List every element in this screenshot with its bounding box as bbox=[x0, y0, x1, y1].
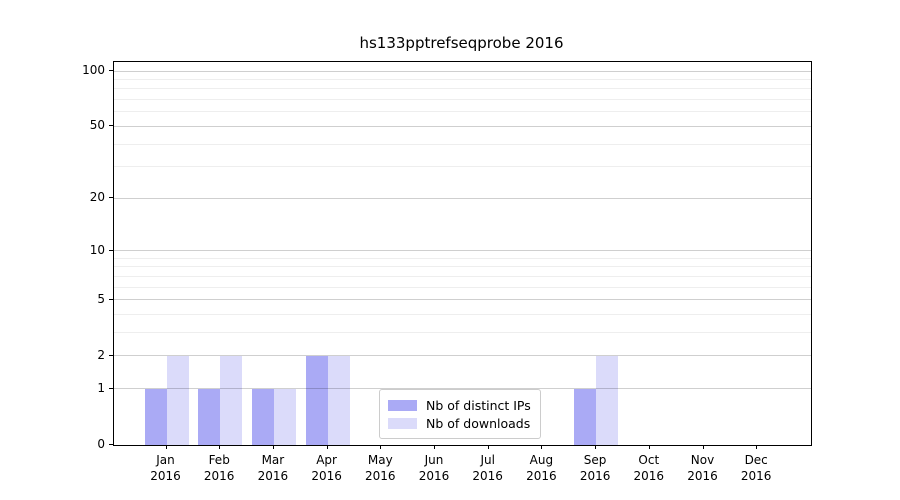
bar-nb-of-distinct-ips-feb bbox=[198, 388, 221, 445]
x-tick-label-apr: Apr 2016 bbox=[311, 453, 342, 483]
x-tick-mark bbox=[326, 445, 328, 449]
y-tick-label: 50 bbox=[89, 118, 105, 133]
bar-nb-of-downloads-mar bbox=[273, 388, 296, 445]
bar-nb-of-distinct-ips-apr bbox=[305, 355, 328, 445]
x-tick-mark bbox=[756, 445, 758, 449]
x-tick-mark bbox=[165, 445, 167, 449]
x-tick-label-jul: Jul 2016 bbox=[472, 453, 503, 483]
y-tick-label: 1 bbox=[97, 380, 105, 395]
x-tick-label-mar: Mar 2016 bbox=[257, 453, 289, 483]
y-tick-mark bbox=[109, 444, 113, 445]
x-tick-label-jan: Jan 2016 bbox=[150, 453, 181, 483]
x-tick-mark bbox=[380, 445, 382, 449]
x-tick-mark bbox=[487, 445, 489, 449]
x-tick-label-dec: Dec 2016 bbox=[740, 453, 772, 483]
x-tick-mark bbox=[272, 445, 274, 449]
bars-layer bbox=[114, 62, 811, 445]
x-tick-mark bbox=[702, 445, 704, 449]
x-tick-mark bbox=[434, 445, 435, 449]
x-tick-label-aug: Aug 2016 bbox=[526, 453, 557, 483]
bar-nb-of-downloads-apr bbox=[327, 355, 350, 445]
bar-nb-of-distinct-ips-sep bbox=[574, 388, 597, 445]
x-tick-label-nov: Nov 2016 bbox=[687, 453, 718, 483]
bar-nb-of-downloads-jan bbox=[166, 355, 189, 445]
x-tick-label-oct: Oct 2016 bbox=[633, 453, 665, 483]
bar-nb-of-downloads-sep bbox=[596, 355, 619, 445]
y-tick-label: 0 bbox=[97, 437, 105, 451]
chart-title: hs133pptrefseqprobe 2016 bbox=[359, 34, 564, 52]
y-tick-label: 20 bbox=[89, 190, 105, 205]
legend-item: Nb of downloads bbox=[388, 414, 531, 432]
y-tick-label: 100 bbox=[82, 63, 105, 77]
y-tick-mark bbox=[109, 70, 113, 71]
y-tick-mark bbox=[109, 249, 113, 251]
legend-label: Nb of downloads bbox=[426, 415, 531, 431]
legend-label: Nb of distinct IPs bbox=[426, 397, 531, 413]
x-tick-mark bbox=[219, 445, 221, 449]
x-tick-label-feb: Feb 2016 bbox=[203, 453, 235, 483]
x-tick-label-sep: Sep 2016 bbox=[579, 453, 611, 483]
legend: Nb of distinct IPs Nb of downloads bbox=[379, 389, 541, 439]
y-tick-mark bbox=[109, 197, 113, 199]
x-tick-mark bbox=[541, 445, 543, 449]
legend-swatch bbox=[388, 417, 417, 429]
x-tick-mark bbox=[648, 445, 650, 449]
bar-nb-of-downloads-feb bbox=[220, 355, 243, 445]
y-tick-mark bbox=[109, 387, 113, 389]
bar-nb-of-distinct-ips-jan bbox=[144, 388, 167, 445]
y-tick-label: 5 bbox=[97, 291, 105, 306]
bar-nb-of-distinct-ips-mar bbox=[251, 388, 274, 445]
legend-swatch bbox=[388, 399, 417, 411]
legend-item: Nb of distinct IPs bbox=[388, 396, 531, 414]
y-tick-label: 10 bbox=[89, 242, 105, 257]
y-tick-mark bbox=[109, 125, 113, 127]
y-tick-mark bbox=[109, 354, 113, 356]
x-tick-label-may: May 2016 bbox=[365, 453, 396, 483]
x-tick-label-jun: Jun 2016 bbox=[418, 453, 450, 483]
x-tick-mark bbox=[595, 445, 597, 449]
plot-area: Nb of distinct IPs Nb of downloads bbox=[113, 61, 812, 446]
y-tick-mark bbox=[109, 298, 113, 300]
y-tick-label: 2 bbox=[97, 347, 105, 362]
